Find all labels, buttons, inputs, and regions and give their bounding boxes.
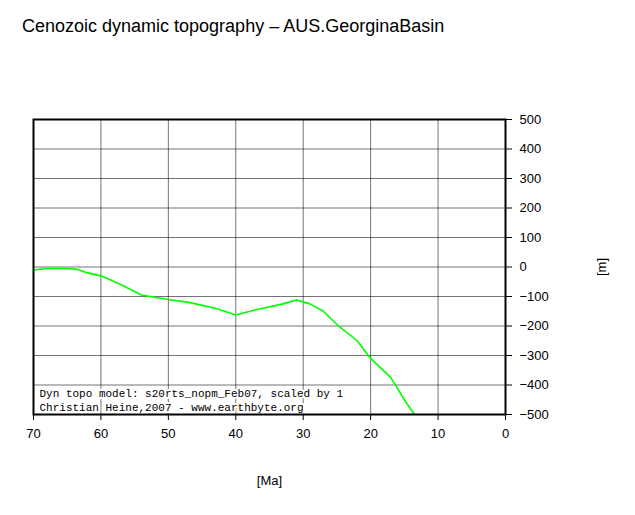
svg-text:30: 30 [296, 426, 310, 441]
svg-text:[Ma]: [Ma] [257, 473, 282, 488]
svg-text:60: 60 [94, 426, 108, 441]
html-text:Cenozoic dynamic topography –: Cenozoic dynamic topography – AUS.Georgi… [22, 16, 445, 36]
svg-text:400: 400 [520, 141, 542, 156]
svg-text:[m]: [m] [594, 258, 609, 276]
svg-text:10: 10 [431, 426, 445, 441]
svg-text:200: 200 [520, 200, 542, 215]
svg-text:−400: −400 [520, 377, 549, 392]
svg-text:70: 70 [26, 426, 40, 441]
svg-text:−300: −300 [520, 348, 549, 363]
svg-text:300: 300 [520, 171, 542, 186]
svg-text:Dyn topo model: s20rts_nopm_Fe: Dyn topo model: s20rts_nopm_Feb07, scale… [40, 388, 344, 413]
svg-text:−100: −100 [520, 289, 549, 304]
svg-text:100: 100 [520, 230, 542, 245]
svg-text:500: 500 [520, 112, 542, 127]
svg-text:20: 20 [363, 426, 377, 441]
svg-text:−200: −200 [520, 318, 549, 333]
svg-text:−500: −500 [520, 407, 549, 422]
svg-text:40: 40 [229, 426, 243, 441]
svg-text:50: 50 [161, 426, 175, 441]
svg-text:0: 0 [502, 426, 509, 441]
svg-text:0: 0 [520, 259, 527, 274]
